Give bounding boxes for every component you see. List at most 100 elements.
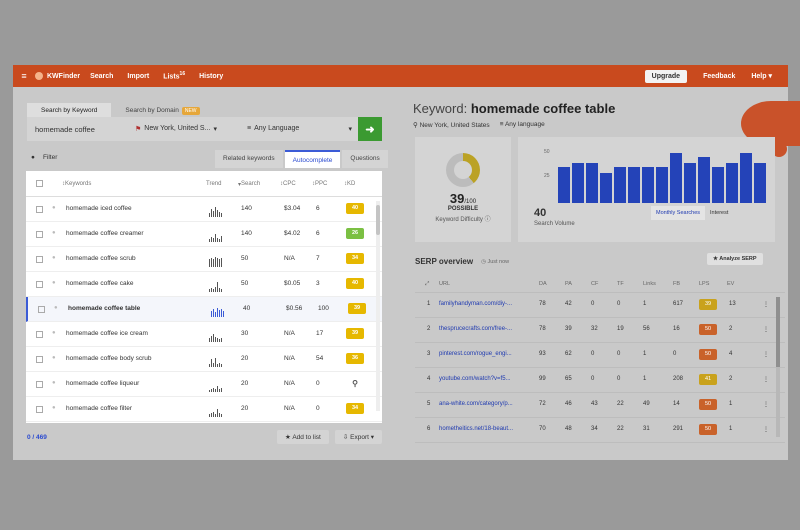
serp-row[interactable]: 5 ana-white.com/category/p... 72 46 43 22 49 14… (415, 393, 785, 418)
serp-url[interactable]: thesprucecrafts.com/free-... (439, 326, 513, 332)
search-volume-bar[interactable] (670, 153, 682, 203)
nav-import[interactable]: Import (127, 72, 150, 80)
select-all-checkbox[interactable] (36, 180, 43, 187)
tab-related-keywords[interactable]: Related keywords (215, 150, 283, 168)
search-volume-bar[interactable] (712, 167, 724, 203)
star-icon[interactable]: ● (52, 330, 56, 336)
table-row[interactable]: ● homemade coffee liqueur 20 N/A 0 ⚲ (26, 372, 382, 397)
star-icon[interactable]: ● (52, 255, 56, 261)
tab-autocomplete[interactable]: Autocomplete (284, 150, 341, 168)
serp-row[interactable]: 6 hometheitics.net/18-beaut... 70 48 34 22 31 2… (415, 418, 785, 443)
more-options-icon[interactable]: ⋮ (763, 327, 769, 333)
hamburger-icon[interactable]: ≡ (21, 71, 27, 81)
more-options-icon[interactable]: ⋮ (763, 427, 769, 433)
table-row[interactable]: ● homemade coffee filter 20 N/A 0 34 (26, 397, 382, 422)
serp-url[interactable]: hometheitics.net/18-beaut... (439, 426, 514, 432)
kd-badge: 40 (346, 203, 364, 214)
filter-button[interactable]: ● Filter (31, 154, 57, 161)
column-search[interactable]: ▾ Search (238, 181, 261, 188)
row-checkbox[interactable] (36, 406, 43, 413)
serp-row[interactable]: 3 pinterest.com/rogue_engi... 93 62 0 0 1 0 50 4 ⋮ (415, 343, 785, 368)
search-volume-bar[interactable] (740, 153, 752, 203)
serp-row[interactable]: 2 thesprucecrafts.com/free-... 78 39 32 19 56 1… (415, 318, 785, 343)
table-row[interactable]: ● homemade coffee scrub 50 N/A 7 34 (26, 247, 382, 272)
serp-row[interactable]: 4 youtube.com/watch?v=f5... 99 65 0 0 1 208 41 2 ⋮ (415, 368, 785, 393)
serp-scrollbar[interactable] (776, 297, 780, 437)
keyword-input[interactable]: homemade coffee (35, 124, 95, 134)
search-volume-bar[interactable] (684, 163, 696, 203)
nav-search[interactable]: Search (90, 72, 114, 80)
search-volume-bar[interactable] (614, 167, 626, 203)
tab-monthly-searches[interactable]: Monthly Searches (651, 206, 706, 220)
row-checkbox[interactable] (36, 381, 43, 388)
search-volume: 50 (241, 280, 249, 287)
more-options-icon[interactable]: ⋮ (763, 302, 769, 308)
nav-lists[interactable]: Lists16 (163, 71, 185, 80)
star-icon[interactable]: ● (52, 230, 56, 236)
row-checkbox[interactable] (36, 206, 43, 213)
upgrade-button[interactable]: Upgrade (644, 69, 688, 83)
row-checkbox[interactable] (36, 231, 43, 238)
search-volume-bar[interactable] (600, 173, 612, 203)
column-ppc[interactable]: ↕ PPC (312, 181, 328, 187)
serp-ev: 4 (729, 351, 733, 357)
tab-questions[interactable]: Questions (342, 150, 388, 168)
search-volume-bar[interactable] (726, 163, 738, 203)
add-to-list-button[interactable]: ★ Add to list (277, 430, 329, 444)
search-volume-chart (558, 151, 768, 203)
serp-url[interactable]: pinterest.com/rogue_engi... (439, 351, 512, 357)
language-select[interactable]: ≡ Any Language ▾ (239, 125, 358, 133)
table-row[interactable]: ● homemade coffee cake 50 $0.05 3 40 (26, 272, 382, 297)
row-checkbox[interactable] (36, 281, 43, 288)
row-checkbox[interactable] (38, 306, 45, 313)
ppc-value: 3 (316, 280, 320, 287)
serp-row[interactable]: 1 familyhandyman.com/diy-... 78 42 0 0 1 617 39 1… (415, 293, 785, 318)
table-row[interactable]: ● homemade iced coffee 140 $3.04 6 40 (26, 197, 382, 222)
search-volume-bar[interactable] (558, 167, 570, 203)
analyze-serp-button[interactable]: ★ Analyze SERP (707, 253, 763, 265)
star-icon[interactable]: ● (52, 355, 56, 361)
row-checkbox[interactable] (36, 356, 43, 363)
more-options-icon[interactable]: ⋮ (763, 352, 769, 358)
tab-search-by-domain[interactable]: Search by Domain NEW (111, 103, 213, 120)
table-scrollbar[interactable] (376, 201, 380, 411)
column-kd[interactable]: ↕ KD (344, 181, 356, 187)
search-icon[interactable]: ⚲ (352, 379, 358, 388)
row-checkbox[interactable] (36, 331, 43, 338)
more-options-icon[interactable]: ⋮ (763, 402, 769, 408)
more-options-icon[interactable]: ⋮ (763, 377, 769, 383)
location-select[interactable]: ⚑ New York, United S... ▾ (127, 125, 239, 133)
search-volume-bar[interactable] (586, 163, 598, 203)
star-icon[interactable]: ● (52, 205, 56, 211)
export-button[interactable]: ⇩ Export ▾ (334, 430, 382, 444)
search-volume-bar[interactable] (572, 163, 584, 203)
table-row[interactable]: ● homemade coffee body scrub 20 N/A 54 36 (26, 347, 382, 372)
search-volume-bar[interactable] (628, 167, 640, 203)
star-icon[interactable]: ● (54, 305, 58, 311)
search-volume-bar[interactable] (754, 163, 766, 203)
serp-url[interactable]: youtube.com/watch?v=f5... (439, 376, 511, 382)
app-logo[interactable]: KWFinder (35, 72, 80, 80)
row-checkbox[interactable] (36, 256, 43, 263)
search-volume-bar[interactable] (698, 157, 710, 203)
search-volume: 20 (241, 380, 249, 387)
table-row[interactable]: ● homemade coffee ice cream 30 N/A 17 39 (26, 322, 382, 347)
star-icon[interactable]: ● (52, 380, 56, 386)
column-cpc[interactable]: ↕ CPC (280, 181, 296, 187)
search-go-button[interactable]: ➜ (358, 117, 382, 141)
nav-history[interactable]: History (199, 72, 224, 80)
serp-url[interactable]: ana-white.com/category/p... (439, 401, 513, 407)
feedback-link[interactable]: Feedback (703, 72, 736, 80)
star-icon[interactable]: ● (52, 405, 56, 411)
serp-url[interactable]: familyhandyman.com/diy-... (439, 301, 513, 307)
expand-icon[interactable]: ⤢ (425, 281, 430, 287)
star-icon[interactable]: ● (52, 280, 56, 286)
tab-interest[interactable]: Interest (710, 210, 729, 216)
column-keywords[interactable]: ↕ Keywords (62, 181, 92, 187)
table-row[interactable]: ● homemade coffee table 40 $0.56 100 39 (26, 297, 382, 322)
help-menu[interactable]: Help ▾ (751, 72, 772, 80)
search-volume-bar[interactable] (656, 167, 668, 203)
keyword-name: homemade coffee creamer (66, 230, 144, 237)
table-row[interactable]: ● homemade coffee creamer 140 $4.02 6 26 (26, 222, 382, 247)
search-volume-bar[interactable] (642, 167, 654, 203)
